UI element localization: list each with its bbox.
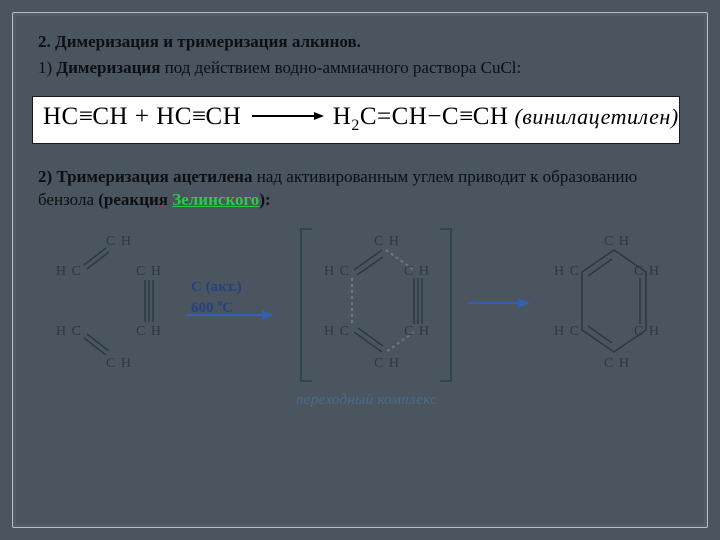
bracket-left-icon bbox=[300, 228, 312, 382]
atom-lbl: C H bbox=[404, 264, 430, 280]
reaction-arrow-icon bbox=[252, 115, 322, 117]
zelinsky-link[interactable]: Зелинского bbox=[172, 190, 259, 209]
subsection-2-paragraph: 2) Тримеризация ацетилена над активирова… bbox=[38, 166, 648, 212]
eq-tail: C=CH−C bbox=[360, 103, 459, 130]
atom-lbl: C H bbox=[374, 234, 400, 250]
eq-sub2: 2 bbox=[351, 117, 360, 134]
eq-triple2: ≡ bbox=[192, 103, 206, 130]
dimerization-equation: HC≡CH + HC≡CH H2C=CH−C≡CH (винилацетилен… bbox=[43, 103, 679, 130]
eq-h2c-h: H bbox=[333, 103, 352, 130]
reaction-arrow-2-icon bbox=[468, 302, 528, 304]
atom-lbl: H C bbox=[324, 264, 350, 280]
trimerization-reaction-diagram: C H H C C H H C C H C H C (акт.) 600 оС bbox=[38, 230, 678, 420]
p2-bold2b: ): bbox=[259, 190, 270, 209]
eq-lhs-a2: HC bbox=[156, 103, 192, 130]
atom-lbl: C H bbox=[634, 324, 660, 340]
atom-lbl: H C bbox=[554, 264, 580, 280]
atom-lbl: H C bbox=[56, 324, 82, 340]
atom-lbl: H C bbox=[324, 324, 350, 340]
reactant-acetylene-cluster: C H H C C H H C C H C H bbox=[50, 230, 180, 380]
eq-triple1: ≡ bbox=[79, 103, 93, 130]
eq-lhs-b: CH bbox=[92, 103, 128, 130]
sub1-rest: под действием водно-аммиачного раствора … bbox=[160, 58, 521, 77]
transition-complex-label: переходный комплекс bbox=[296, 392, 437, 409]
sub1-bold: Димеризация bbox=[56, 58, 160, 77]
transition-complex: C H H C C H H C C H C H bbox=[318, 230, 448, 380]
reaction-conditions: C (акт.) 600 оС bbox=[191, 278, 242, 319]
reaction-arrow-1-icon bbox=[186, 314, 272, 316]
section-heading: 2. Димеризация и тримеризация алкинов. bbox=[38, 30, 682, 54]
p2-bold1: Тримеризация ацетилена bbox=[56, 167, 252, 186]
product-benzene: C H H C C H H C C H C H bbox=[548, 230, 678, 380]
eq-tail2: CH bbox=[473, 103, 509, 130]
atom-lbl: H C bbox=[554, 324, 580, 340]
eq-lhs-a: HC bbox=[43, 103, 79, 130]
atom-lbl: C H bbox=[374, 356, 400, 372]
eq-plus: + bbox=[128, 103, 156, 130]
atom-lbl: C H bbox=[106, 356, 132, 372]
slide-content: 2. Димеризация и тримеризация алкинов. 1… bbox=[38, 30, 682, 510]
atom-lbl: C H bbox=[604, 234, 630, 250]
atom-lbl: C H bbox=[106, 234, 132, 250]
dimerization-equation-box: HC≡CH + HC≡CH H2C=CH−C≡CH (винилацетилен… bbox=[32, 96, 680, 144]
atom-lbl: C H bbox=[136, 264, 162, 280]
p2-lead: 2) bbox=[38, 167, 56, 186]
atom-lbl: C H bbox=[136, 324, 162, 340]
sub1-prefix: 1) bbox=[38, 58, 56, 77]
atom-lbl: C H bbox=[404, 324, 430, 340]
eq-lhs-b2: CH bbox=[206, 103, 242, 130]
p2-bold2a: (реакция bbox=[98, 190, 172, 209]
eq-triple3: ≡ bbox=[459, 103, 473, 130]
eq-product-name: (винилацетилен) bbox=[508, 104, 678, 129]
atom-lbl: C H bbox=[634, 264, 660, 280]
subsection-1-line: 1) Димеризация под действием водно-аммиа… bbox=[38, 58, 682, 78]
atom-lbl: H C bbox=[56, 264, 82, 280]
cond-line1: C (акт.) bbox=[191, 278, 242, 298]
atom-lbl: C H bbox=[604, 356, 630, 372]
